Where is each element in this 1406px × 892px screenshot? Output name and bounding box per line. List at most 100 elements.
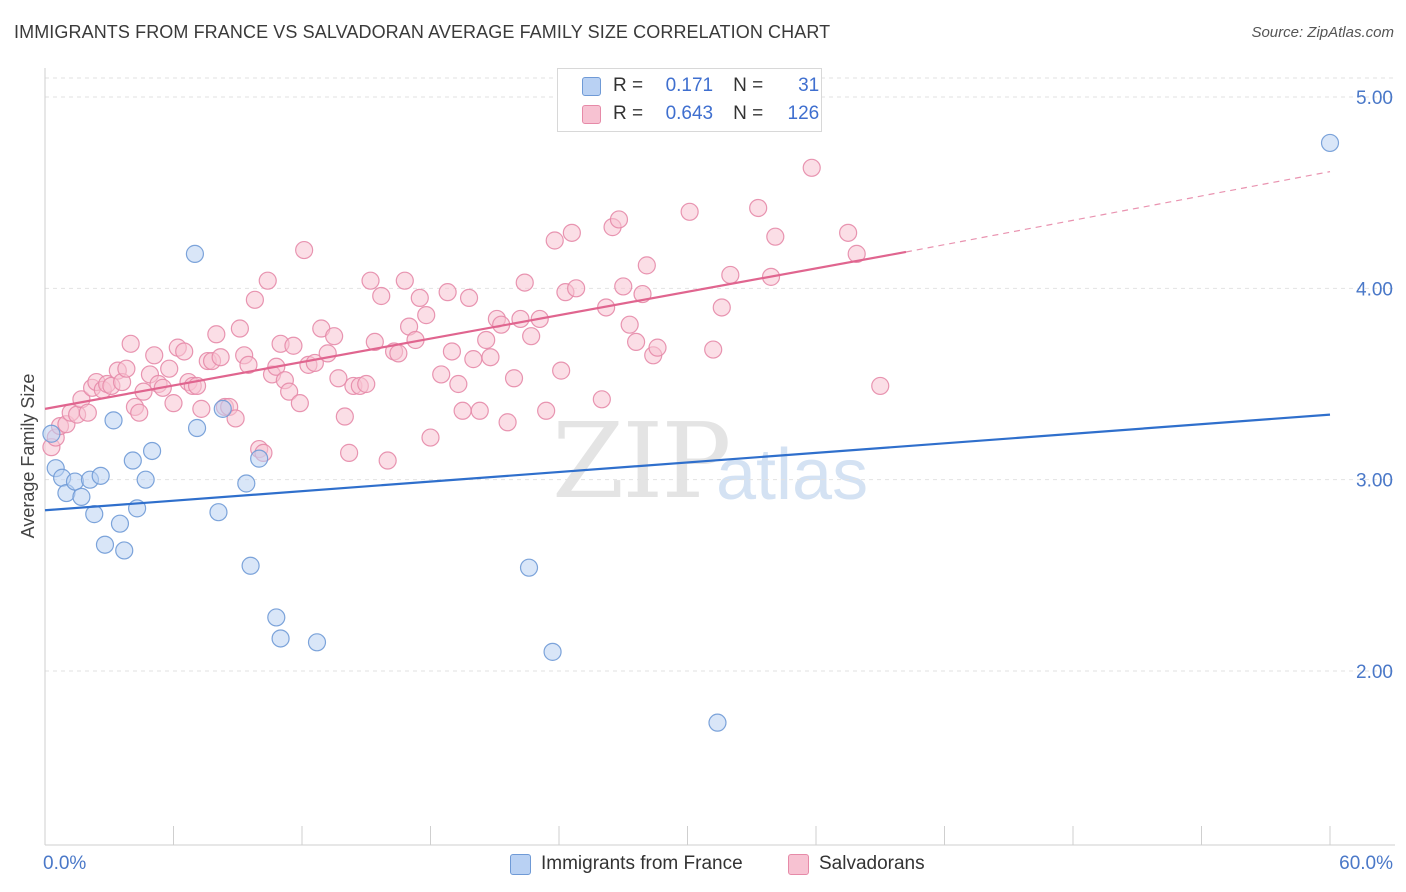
salvadorans-point [515,273,534,292]
legend-item-salvadorans: Salvadorans [788,851,925,877]
salvadorans-point [609,210,629,229]
salvadorans-point [372,286,391,306]
n-label: N = [733,75,764,96]
salvadorans-point [239,355,258,374]
y-tick-label: 2.00 [1356,662,1393,683]
salvadorans-point [562,223,581,242]
salvadorans-point [175,342,194,361]
salvadorans-point [361,271,380,290]
france-points [42,133,1340,732]
france-point [72,487,91,506]
salvadorans-point [537,401,556,420]
france-point [95,535,115,554]
france-point [91,466,110,485]
salvadorans-point [438,283,457,302]
france-point [519,558,539,577]
salvadorans-point [626,332,646,352]
salvadorans-point [498,413,517,432]
france-trend-line [44,413,1331,512]
salvadorans-point [504,369,524,388]
salvadorans-point [614,277,633,296]
salvadorans-point [847,244,866,263]
y-tick-label: 5.00 [1356,88,1393,109]
salvadorans-point [522,327,541,346]
salvadorans-point [704,340,723,359]
salvadorans-point [481,348,500,367]
legend-item-france: Immigrants from France [510,851,743,877]
salvadorans-point [325,327,344,346]
salvadorans-point [459,288,479,307]
france-point [42,424,61,443]
france-point [307,633,327,652]
salvadorans-point [749,198,768,218]
n-label: N = [733,103,764,124]
salvadorans-point [145,346,164,365]
salvadorans-point [410,288,429,307]
salvadorans-point [721,265,740,285]
salvadorans-point [160,359,179,378]
salvadorans-points [42,158,890,470]
salvadorans-point [365,332,384,352]
salvadorans-point [226,409,245,428]
salvadorans-point [284,336,303,355]
salvadorans-point [295,240,314,260]
r-label: R = [613,103,644,124]
france-point [213,399,232,418]
correlation-legend: R = 0.171 N = 31 R = 0.643 N = 126 [557,68,822,132]
salvadorans-point [417,306,436,325]
france-point [104,411,123,430]
salvadorans-point [230,319,249,338]
salvadorans-point [432,365,451,384]
salvadorans-point [511,309,530,329]
salvadorans-point [839,223,858,242]
salvadorans-point [329,369,348,388]
salvadorans-point [395,271,414,290]
x-tick-label-max: 60.0% [1339,853,1393,874]
salvadorans-point [470,401,489,420]
grid-lines [45,77,1395,672]
source-credit: Source: ZipAtlas.com [1251,24,1394,41]
salvadorans-point [290,394,309,413]
france-point [237,474,256,493]
chart-title: IMMIGRANTS FROM FRANCE VS SALVADORAN AVE… [14,22,831,42]
salvadorans-point [449,374,468,394]
salvadorans-point [389,344,408,363]
watermark-atlas: atlas [716,435,869,515]
salvadorans-point [567,279,586,298]
salvadorans-point [280,382,299,401]
salvadorans-point [335,407,354,426]
salvadorans-point [357,374,376,394]
salvadorans-point [464,350,483,369]
salvadorans-point [442,342,462,361]
salvadorans-point [121,334,140,353]
france-point [110,514,130,533]
salvadorans-point [712,298,731,317]
salvadorans-point [802,158,821,177]
france-point [185,244,205,263]
salvadorans-legend-swatch [788,853,809,875]
france-legend-label: Immigrants from France [541,853,743,874]
y-tick-label: 3.00 [1356,471,1393,492]
x-tick-label-min: 0.0% [43,853,86,874]
france-point [708,713,727,732]
salvadorans-point [552,361,571,380]
salvadorans-swatch [582,104,601,124]
salvadorans-point [545,231,564,250]
salvadorans-point [648,338,667,357]
salvadorans-point [117,359,136,378]
r-value: 0.171 [665,75,714,96]
france-point [123,451,142,470]
france-point [271,629,290,648]
n-value: 31 [798,75,820,96]
salvadorans-point [637,256,656,275]
salvadorans-point [871,376,890,396]
france-point [241,556,260,575]
salvadorans-point [378,451,397,470]
salvadorans-point [766,227,785,246]
salvadorans-point [130,403,149,422]
france-point [142,441,162,461]
salvadorans-point [211,348,230,367]
france-point [65,472,85,491]
salvadorans-point [680,202,699,221]
